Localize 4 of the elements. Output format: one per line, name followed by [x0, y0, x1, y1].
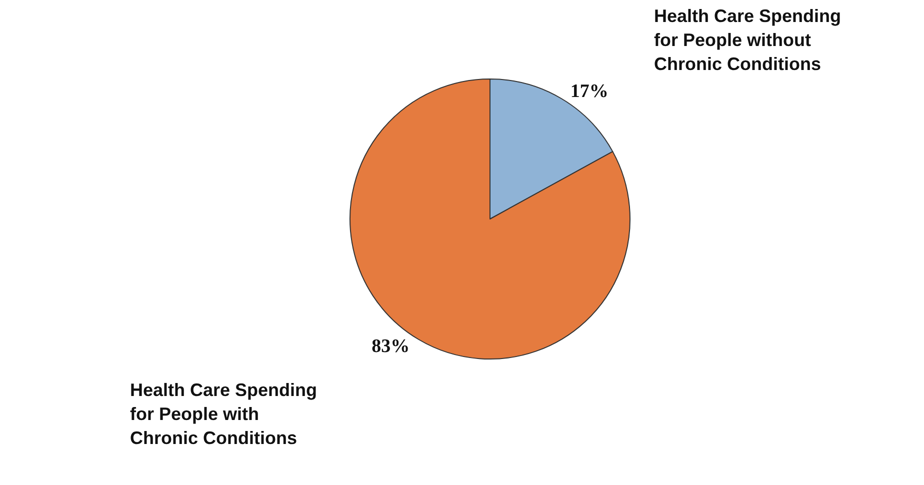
slice-label: Health Care Spending for People with Chronic Conditions — [130, 379, 318, 450]
data-label: 17% — [570, 81, 608, 102]
slice-label: Health Care Spending for People without Chronic Conditions — [654, 5, 842, 76]
data-label: 83% — [372, 336, 410, 357]
